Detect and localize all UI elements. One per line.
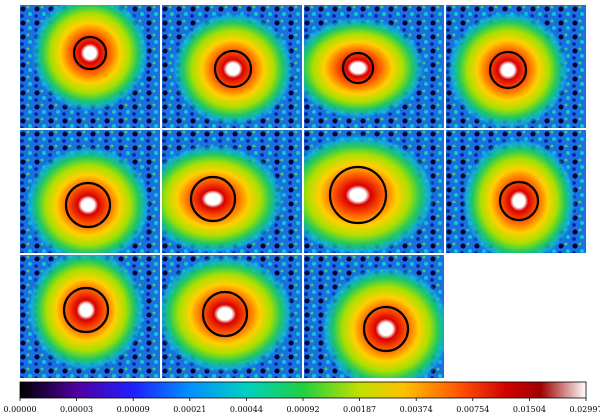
emission-blob bbox=[26, 255, 146, 372]
colorbar-tick-label: 0.00187 bbox=[343, 405, 376, 414]
aperture-circle bbox=[488, 50, 528, 90]
aperture-circle bbox=[362, 305, 410, 353]
aperture-circle bbox=[201, 290, 249, 338]
emission-blob bbox=[171, 11, 295, 127]
image-panel bbox=[20, 130, 160, 253]
colorbar-tick-label: 0.00003 bbox=[60, 405, 93, 414]
image-panel bbox=[304, 5, 444, 128]
aperture-circle bbox=[213, 49, 253, 89]
colorbar-ticks: 0.00000 0.00003 0.00009 0.00021 0.00044 0.000… bbox=[3, 398, 600, 414]
emission-blob bbox=[304, 133, 436, 253]
colorbar-tick-label: 0.00374 bbox=[400, 405, 433, 414]
aperture-circle bbox=[64, 181, 112, 229]
emission-blob bbox=[461, 137, 577, 253]
aperture-circle bbox=[328, 165, 388, 225]
colorbar-tick-label: 0.00021 bbox=[173, 405, 206, 414]
image-panel bbox=[20, 5, 160, 128]
colorbar-tick-label: 0.00009 bbox=[117, 405, 150, 414]
image-panel bbox=[20, 255, 160, 378]
aperture-circle bbox=[62, 286, 110, 334]
emission-blob bbox=[162, 255, 295, 374]
aperture-circle bbox=[341, 51, 375, 85]
image-panel bbox=[304, 130, 444, 253]
colorbar-tick-label: 0.00044 bbox=[230, 405, 263, 414]
colorbar bbox=[19, 381, 587, 399]
aperture-circle bbox=[189, 175, 237, 223]
colorbar-tick-label: 0.00000 bbox=[3, 405, 36, 414]
aperture-circle bbox=[72, 35, 108, 71]
image-panel bbox=[304, 255, 444, 378]
aperture-circle bbox=[498, 180, 540, 222]
emission-blob bbox=[320, 265, 444, 378]
emission-blob bbox=[30, 5, 150, 113]
image-panel bbox=[162, 130, 302, 253]
image-panel bbox=[162, 255, 302, 378]
colorbar-tick-label: 0.00754 bbox=[456, 405, 489, 414]
colorbar-tick-label: 0.01504 bbox=[513, 405, 546, 414]
image-panel bbox=[446, 5, 586, 128]
emission-blob bbox=[24, 145, 152, 253]
colorbar-tick-label: 0.00092 bbox=[286, 405, 319, 414]
emission-blob bbox=[446, 10, 570, 128]
emission-blob bbox=[162, 143, 285, 253]
panels bbox=[20, 5, 586, 378]
colorbar-tick-label: 0.02997 bbox=[569, 405, 600, 414]
image-panel bbox=[162, 5, 302, 128]
image-panel bbox=[446, 130, 586, 253]
emission-blob bbox=[304, 16, 426, 120]
